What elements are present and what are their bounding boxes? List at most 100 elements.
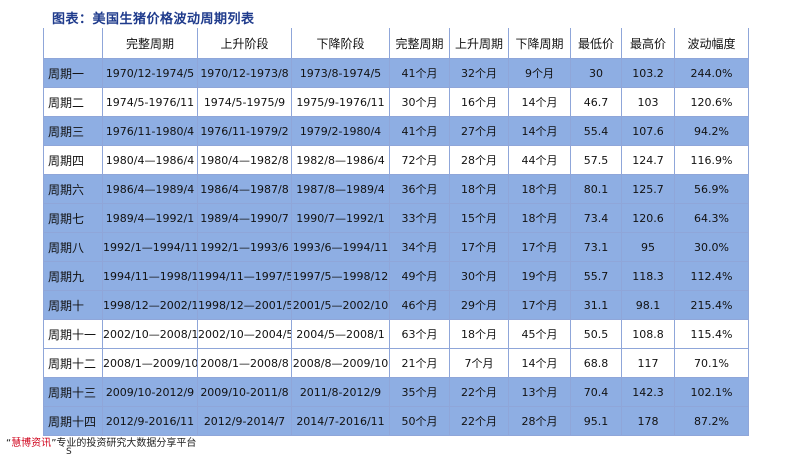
footer-brand[interactable]: 慧博资讯 [11, 438, 52, 449]
column-header: 上升周期 [449, 28, 509, 59]
table-cell: 36个月 [389, 174, 450, 204]
column-header: 最低价 [570, 28, 622, 59]
table-cell: 2009/10-2012/9 [102, 377, 198, 407]
table-cell: 46.7 [570, 87, 622, 117]
table-cell: 2002/10—2008/1 [102, 319, 198, 349]
table-cell: 50个月 [389, 406, 450, 436]
table-cell: 116.9% [674, 145, 749, 175]
table-cell: 102.1% [674, 377, 749, 407]
table-cell: 124.7 [621, 145, 675, 175]
table-cell: 32个月 [449, 58, 509, 88]
table-cell: 178 [621, 406, 675, 436]
table-title: 图表：美国生猪价格波动周期列表 [52, 12, 255, 27]
table-cell: 55.4 [570, 116, 622, 146]
table-cell: 1998/12—2002/10 [102, 290, 198, 320]
table-cell: 28个月 [508, 406, 571, 436]
table-cell: 29个月 [449, 290, 509, 320]
table-cell: 16个月 [449, 87, 509, 117]
table-row: 周期十一 2002/10—2008/1 2002/10—2004/5 2004/5—2… [43, 319, 749, 349]
table-row: 周期十四 2012/9-2016/11 2012/9-2014/7 2014/7-20… [43, 406, 749, 436]
table-cell: 72个月 [389, 145, 450, 175]
table-row: 周期十 1998/12—2002/10 1998/12—2001/5 2001/5—2… [43, 290, 749, 320]
table-cell: 1997/5—1998/12 [291, 261, 390, 291]
cycle-name-cell: 周期十一 [43, 319, 103, 349]
table-cell: 115.4% [674, 319, 749, 349]
table-cell: 80.1 [570, 174, 622, 204]
table-cell: 2002/10—2004/5 [197, 319, 292, 349]
footer-mark: S [66, 447, 72, 457]
table-cell: 1980/4—1982/8 [197, 145, 292, 175]
table-cell: 1992/1—1994/11 [102, 232, 198, 262]
table-cell: 112.4% [674, 261, 749, 291]
table-cell: 2012/9-2016/11 [102, 406, 198, 436]
table-row: 周期四 1980/4—1986/4 1980/4—1982/8 1982/8—1986… [43, 145, 749, 175]
table-row: 周期九 1994/11—1998/12 1994/11—1997/5 1997/5—1… [43, 261, 749, 291]
table-cell: 1982/8—1986/4 [291, 145, 390, 175]
table-cell: 1986/4—1989/4 [102, 174, 198, 204]
table-cell: 73.1 [570, 232, 622, 262]
table-cell: 2004/5—2008/1 [291, 319, 390, 349]
table-cell: 2008/8—2009/10 [291, 348, 390, 378]
table-cell: 103 [621, 87, 675, 117]
table-cell: 1975/9-1976/11 [291, 87, 390, 117]
table-cell: 30 [570, 58, 622, 88]
table-cell: 18个月 [449, 319, 509, 349]
table-cell: 31.1 [570, 290, 622, 320]
table-cell: 34个月 [389, 232, 450, 262]
table-cell: 94.2% [674, 116, 749, 146]
table-cell: 45个月 [508, 319, 571, 349]
table-cell: 18个月 [508, 203, 571, 233]
table-cell: 1986/4—1987/8 [197, 174, 292, 204]
table-cell: 244.0% [674, 58, 749, 88]
table-cell: 17个月 [449, 232, 509, 262]
table-cell: 2012/9-2014/7 [197, 406, 292, 436]
table-cell: 125.7 [621, 174, 675, 204]
table-cell: 95.1 [570, 406, 622, 436]
table-cell: 30个月 [389, 87, 450, 117]
source-footer: “慧博资讯”专业的投资研究大数据分享平台 S [6, 434, 196, 457]
table-cell: 1992/1—1993/6 [197, 232, 292, 262]
cycle-name-cell: 周期三 [43, 116, 103, 146]
column-header: 下降周期 [508, 28, 571, 59]
table-cell: 1989/4—1992/1 [102, 203, 198, 233]
table-cell: 57.5 [570, 145, 622, 175]
table-cell: 9个月 [508, 58, 571, 88]
table-cell: 95 [621, 232, 675, 262]
cycle-name-cell: 周期六 [43, 174, 103, 204]
table-cell: 30个月 [449, 261, 509, 291]
table-row: 周期七 1989/4—1992/1 1989/4—1990/7 1990/7—1992… [43, 203, 749, 233]
table-cell: 21个月 [389, 348, 450, 378]
footer-open-quote: “ [6, 438, 12, 449]
table-cell: 15个月 [449, 203, 509, 233]
table-cell: 17个月 [508, 290, 571, 320]
table-cell: 63个月 [389, 319, 450, 349]
table-cell: 1993/6—1994/11 [291, 232, 390, 262]
table-cell: 87.2% [674, 406, 749, 436]
column-header: 完整周期 [102, 28, 198, 59]
table-cell: 1980/4—1986/4 [102, 145, 198, 175]
table-cell: 118.3 [621, 261, 675, 291]
table-row: 周期十三 2009/10-2012/9 2009/10-2011/8 2011/8-2… [43, 377, 749, 407]
table-cell: 14个月 [508, 87, 571, 117]
cycle-name-cell: 周期十二 [43, 348, 103, 378]
column-header: 波动幅度 [674, 28, 749, 59]
table-cell: 70.4 [570, 377, 622, 407]
table-cell: 46个月 [389, 290, 450, 320]
table-cell: 1979/2-1980/4 [291, 116, 390, 146]
table-cell: 2009/10-2011/8 [197, 377, 292, 407]
table-cell: 142.3 [621, 377, 675, 407]
table-cell: 1970/12-1973/8 [197, 58, 292, 88]
table-cell: 1990/7—1992/1 [291, 203, 390, 233]
table-cell: 68.8 [570, 348, 622, 378]
table-cell: 19个月 [508, 261, 571, 291]
table-row: 周期三 1976/11-1980/4 1976/11-1979/2 1979/2-19… [43, 116, 749, 146]
column-header [43, 28, 103, 59]
table-cell: 22个月 [449, 377, 509, 407]
table-cell: 1976/11-1980/4 [102, 116, 198, 146]
cycle-name-cell: 周期四 [43, 145, 103, 175]
column-header: 下降阶段 [291, 28, 390, 59]
table-cell: 22个月 [449, 406, 509, 436]
table-cell: 117 [621, 348, 675, 378]
table-cell: 1976/11-1979/2 [197, 116, 292, 146]
column-header: 完整周期 [389, 28, 450, 59]
